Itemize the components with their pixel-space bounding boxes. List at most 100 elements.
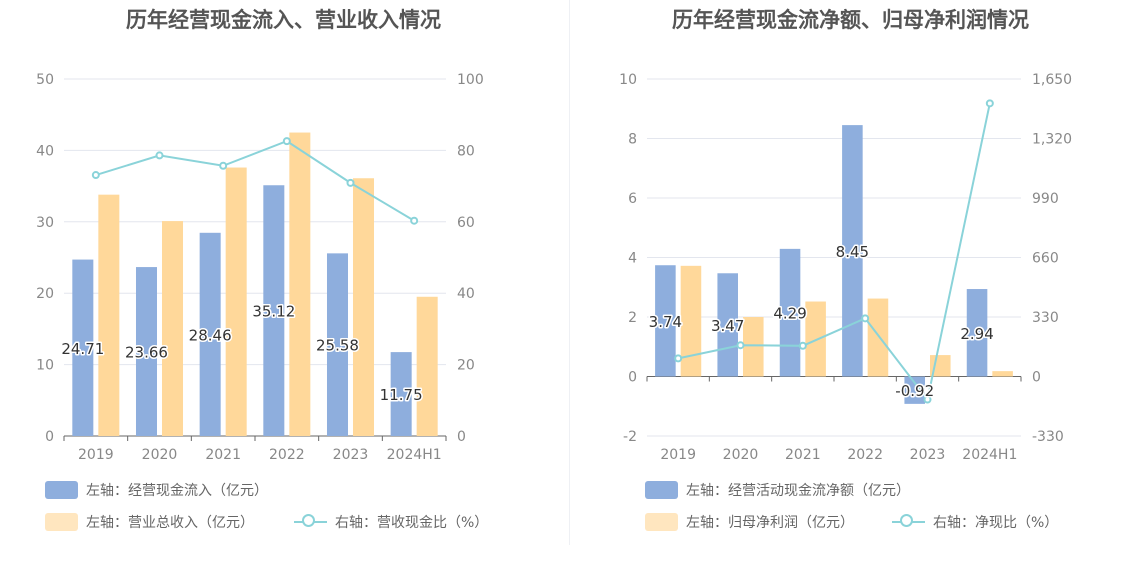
right-axis-tick-label: 660 [1032, 251, 1059, 267]
left-axis-tick-label: 10 [619, 72, 637, 88]
bar-data-label: 28.46 [189, 326, 232, 344]
right-axis-tick-label: 40 [457, 286, 475, 302]
x-axis-category-label: 2024H1 [387, 447, 442, 463]
bar-secondary [289, 132, 311, 437]
right-chart-title: 历年经营现金流净额、归母净利润情况 [672, 8, 1029, 32]
bar-secondary [805, 301, 826, 377]
right-axis-tick-label: 0 [1032, 370, 1041, 386]
bar-data-label: 35.12 [252, 303, 295, 321]
bar-data-label: 2.94 [960, 325, 993, 343]
x-axis-category-label: 2019 [78, 447, 114, 463]
bar-data-label: 11.75 [380, 386, 423, 404]
bar-primary [263, 185, 285, 436]
left-axis-tick-label: -2 [623, 429, 637, 445]
left-axis-tick-label: 4 [628, 251, 637, 267]
bar-data-label: 8.45 [836, 243, 869, 261]
legend-bar-swatch [645, 481, 678, 499]
ratio-point [985, 99, 994, 108]
right-chart-plot: -2 -330 0 0 2 330 4 660 6 990 8 1,320 10 1,650 2019 202… [619, 72, 1072, 463]
legend-label: 左轴：归母净利润（亿元） [686, 515, 854, 531]
ratio-point [674, 354, 683, 363]
ratio-point [861, 314, 870, 323]
x-axis-category-label: 2023 [910, 447, 946, 463]
bar-primary [72, 259, 94, 436]
x-axis-category-label: 2022 [269, 447, 305, 463]
x-axis-category-label: 2020 [142, 447, 178, 463]
left-axis-tick-label: 2 [628, 310, 637, 326]
right-axis-tick-label: -330 [1032, 429, 1064, 445]
x-axis-category-label: 2019 [660, 447, 696, 463]
bar-secondary [867, 298, 889, 377]
left-axis-tick-label: 6 [628, 191, 637, 207]
ratio-point [346, 178, 355, 187]
right-legend-item-net-profit[interactable]: 左轴：归母净利润（亿元） [645, 512, 854, 532]
bar-primary [904, 376, 925, 404]
bar-data-label: 3.74 [649, 313, 682, 331]
bar-primary [842, 125, 863, 377]
right-axis-tick-label: 0 [457, 429, 466, 445]
ratio-line [677, 103, 991, 402]
bar-secondary [353, 178, 375, 436]
right-axis-tick-label: 330 [1032, 310, 1059, 326]
bar-primary [717, 273, 738, 377]
bar-primary [390, 352, 412, 436]
panel-divider [569, 0, 570, 545]
bar-primary [779, 248, 801, 377]
bar-secondary [743, 317, 764, 377]
left-legend-item-ratio[interactable]: 右轴：营收现金比（%） [294, 512, 488, 532]
bar-data-label: 3.47 [711, 317, 744, 335]
left-axis-tick-label: 20 [36, 286, 54, 302]
right-axis-tick-label: 1,320 [1032, 132, 1072, 148]
right-legend-item-net-cash[interactable]: 左轴：经营活动现金流净额（亿元） [645, 480, 910, 500]
bar-secondary [680, 265, 702, 377]
x-axis-category-label: 2020 [723, 447, 759, 463]
legend-line-swatch [892, 513, 925, 531]
left-axis-tick-label: 10 [36, 358, 54, 374]
legend-bar-swatch [45, 481, 78, 499]
right-axis-tick-label: 100 [457, 72, 484, 88]
left-axis-tick-label: 30 [36, 215, 54, 231]
legend-label: 左轴：营业总收入（亿元） [86, 515, 254, 531]
left-legend-item-revenue[interactable]: 左轴：营业总收入（亿元） [45, 512, 254, 532]
ratio-line [95, 139, 415, 222]
right-axis-tick-label: 1,650 [1032, 72, 1072, 88]
right-axis-tick-label: 20 [457, 358, 475, 374]
left-axis-tick-label: 40 [36, 143, 54, 159]
right-axis-tick-label: 990 [1032, 191, 1059, 207]
bar-primary [135, 267, 157, 436]
bar-data-label: 24.71 [61, 340, 104, 358]
bar-data-label: 4.29 [773, 305, 806, 323]
legend-label: 右轴：净现比（%） [933, 515, 1059, 531]
bar-primary [199, 232, 221, 436]
legend-label: 右轴：营收现金比（%） [335, 515, 489, 531]
ratio-point [282, 137, 291, 146]
bar-primary [966, 289, 988, 377]
left-axis-tick-label: 50 [36, 72, 54, 88]
left-legend-item-inflow[interactable]: 左轴：经营现金流入（亿元） [45, 480, 268, 500]
left-chart-title: 历年经营现金流入、营业收入情况 [126, 8, 441, 32]
ratio-point [736, 341, 745, 350]
bar-data-label: 23.66 [125, 344, 168, 362]
right-axis-tick-label: 80 [457, 143, 475, 159]
left-axis-tick-label: 0 [45, 429, 54, 445]
legend-line-swatch [294, 513, 327, 531]
legend-bar-swatch [45, 513, 78, 531]
bar-data-label: -0.92 [895, 382, 934, 400]
x-axis-category-label: 2023 [333, 447, 369, 463]
x-axis-category-label: 2024H1 [962, 447, 1017, 463]
x-axis-category-label: 2022 [847, 447, 883, 463]
right-axis-tick-label: 60 [457, 215, 475, 231]
ratio-point [91, 171, 100, 180]
bar-primary [655, 265, 676, 377]
bar-data-label: 25.58 [316, 337, 359, 355]
ratio-point [923, 395, 932, 404]
right-chart-panel: 历年经营现金流净额、归母净利润情况 -2 -330 0 0 2 330 4 660 6 990 8 1… [567, 0, 1134, 582]
left-chart-panel: 历年经营现金流入、营业收入情况 0 0 10 20 20 40 30 60 40 80 50 100 2… [36, 8, 488, 532]
bar-primary [326, 253, 348, 436]
right-legend-item-ratio[interactable]: 右轴：净现比（%） [892, 512, 1058, 532]
bar-secondary [416, 296, 438, 436]
left-axis-tick-label: 0 [628, 370, 637, 386]
x-axis-category-label: 2021 [785, 447, 821, 463]
left-axis-tick-label: 8 [628, 132, 637, 148]
